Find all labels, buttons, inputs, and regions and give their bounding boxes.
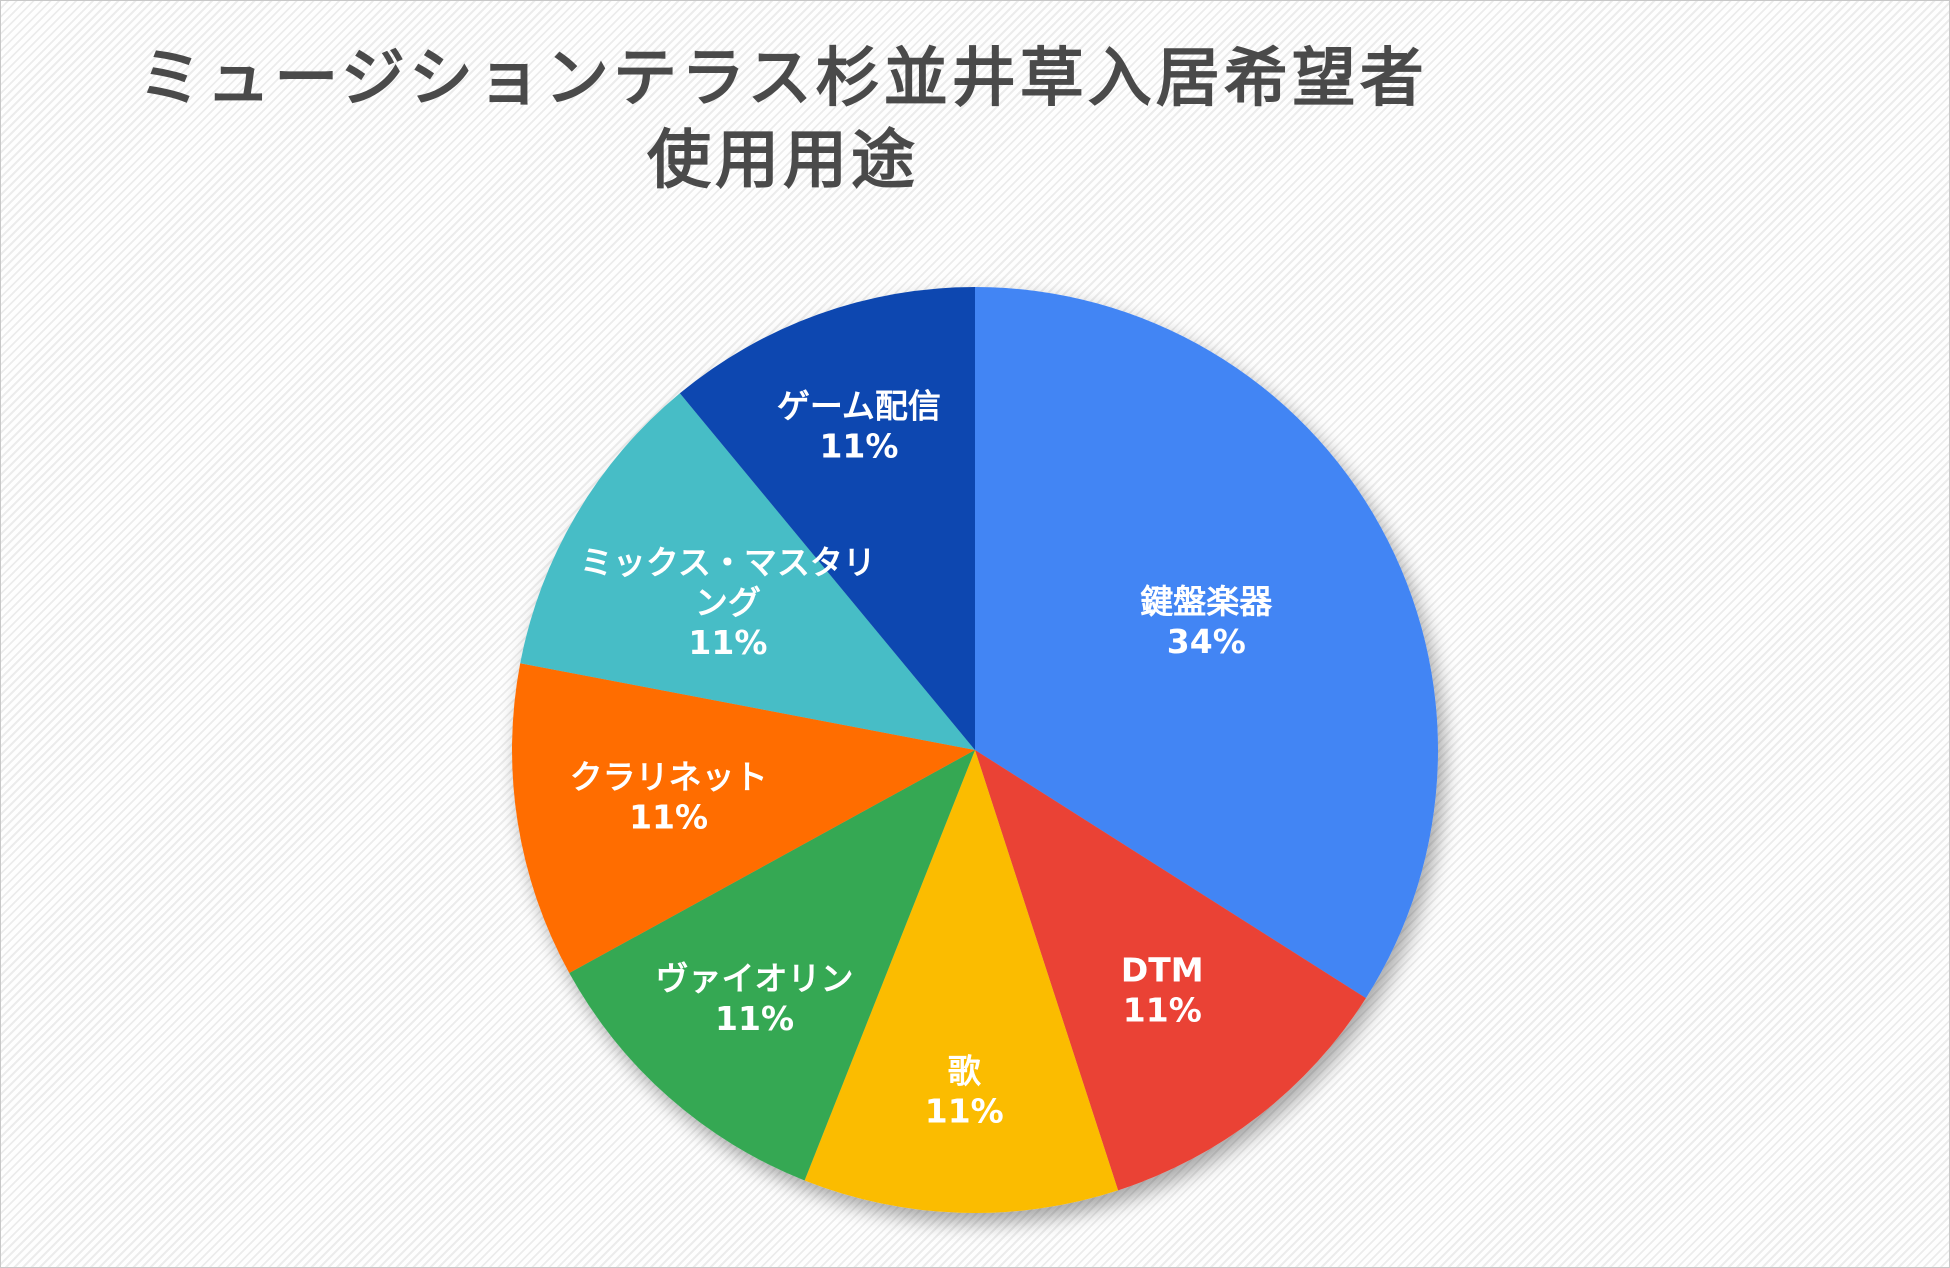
slice-percent-4: 11% <box>715 999 794 1038</box>
slice-label-5: クラリネット 11% <box>570 757 768 836</box>
slice-percent-7: 11% <box>819 426 898 465</box>
pie-slice-5 <box>512 663 975 974</box>
slice-label-2: DTM 11% <box>1121 950 1204 1029</box>
slice-percent-2: 11% <box>1123 990 1202 1029</box>
pie-slice-7 <box>679 287 975 750</box>
slice-name-3: 歌 <box>948 1051 982 1090</box>
slice-name-1: 鍵盤楽器 <box>1140 581 1273 620</box>
slice-percent-1: 34% <box>1167 621 1246 660</box>
slice-label-1: 鍵盤楽器 34% <box>1140 581 1273 660</box>
slice-label-7: ゲーム配信 11% <box>777 386 941 465</box>
slice-name-4: ヴァイオリン <box>656 959 854 998</box>
pie-slice-2 <box>975 750 1366 1191</box>
chart-title-line-1: ミュージションテラス杉並井草入居希望者 <box>138 42 1428 116</box>
slice-name-7: ゲーム配信 <box>777 386 941 425</box>
slice-name-2: DTM <box>1121 950 1204 989</box>
slice-label-3: 歌 11% <box>925 1051 1004 1130</box>
slice-percent-6: 11% <box>688 622 767 661</box>
slice-label-6: ミックス・マスタリング 11% <box>580 542 876 661</box>
slice-label-4: ヴァイオリン 11% <box>656 959 854 1038</box>
slice-name-5: クラリネット <box>570 757 768 796</box>
slice-name-6: ミックス・マスタリ <box>580 542 876 581</box>
chart-title-line-2: 使用用途 <box>647 124 919 198</box>
pie-slice-4 <box>569 750 975 1181</box>
chart-title: ミュージションテラス杉並井草入居希望者 使用用途 <box>0 38 1566 202</box>
pie-slice-6 <box>520 393 975 750</box>
slice-percent-5: 11% <box>629 797 708 836</box>
pie-slice-3 <box>804 750 1119 1213</box>
slice-percent-3: 11% <box>925 1091 1004 1130</box>
slice-name-6: ング <box>695 582 761 621</box>
pie-slice-1 <box>975 287 1438 999</box>
